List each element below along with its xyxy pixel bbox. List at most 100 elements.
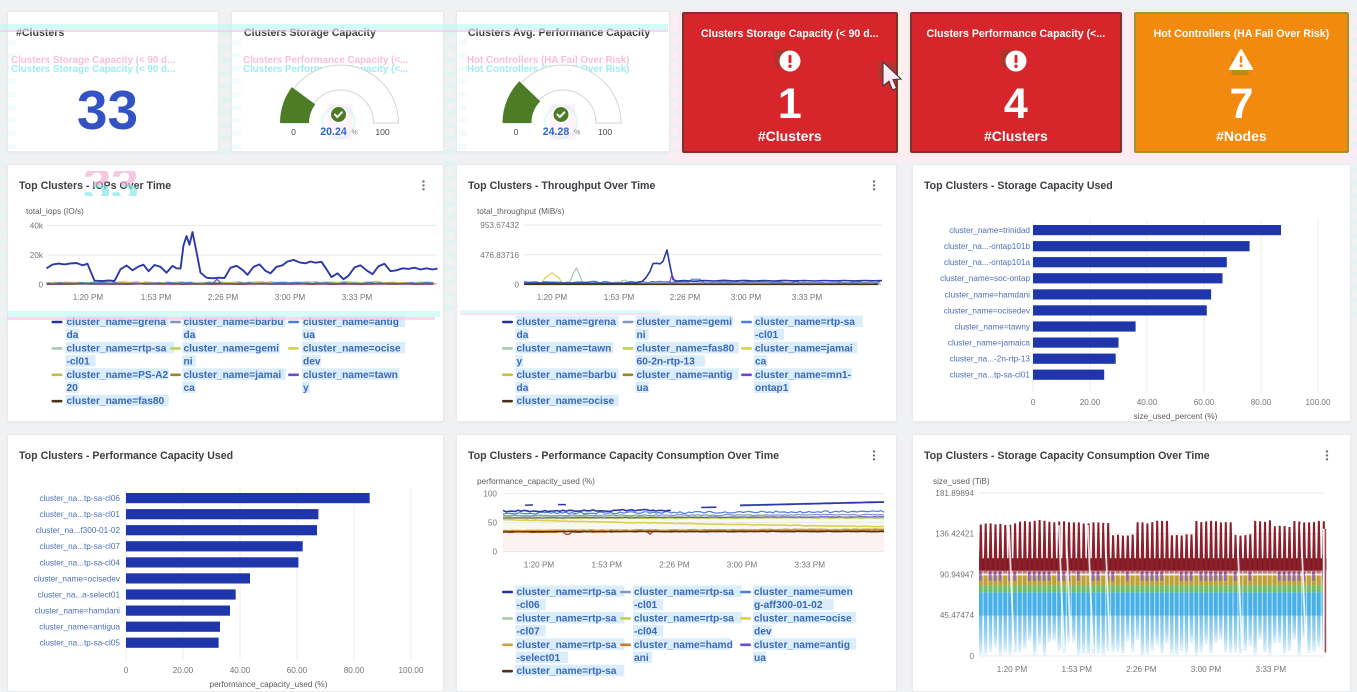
svg-text:20.00: 20.00 bbox=[1080, 398, 1101, 407]
svg-text:cluster_na...f300-01-02: cluster_na...f300-01-02 bbox=[36, 526, 121, 535]
svg-text:cluster_name=gemi: cluster_name=gemi bbox=[184, 343, 280, 354]
svg-text:80.00: 80.00 bbox=[344, 666, 365, 675]
svg-text:1:53 PM: 1:53 PM bbox=[1061, 665, 1092, 674]
svg-text:ni: ni bbox=[637, 330, 646, 341]
svg-text:cluster_name=rtp-sa: cluster_name=rtp-sa bbox=[517, 613, 617, 624]
svg-text:cluster_name=rtp-sa: cluster_name=rtp-sa bbox=[755, 317, 855, 328]
svg-text:ani: ani bbox=[634, 653, 649, 664]
svg-text:da: da bbox=[184, 330, 196, 341]
svg-text:ca: ca bbox=[184, 383, 196, 394]
svg-text:cluster_name=rtp-sa: cluster_name=rtp-sa bbox=[517, 666, 617, 677]
svg-text:100.00: 100.00 bbox=[1305, 398, 1330, 407]
svg-text:40.00: 40.00 bbox=[230, 666, 251, 675]
svg-text:3:00 PM: 3:00 PM bbox=[275, 293, 306, 302]
svg-text:cluster_na...tp-sa-cl04: cluster_na...tp-sa-cl04 bbox=[39, 558, 120, 567]
svg-text:cluster_name=jamaica: cluster_name=jamaica bbox=[948, 339, 1031, 348]
svg-text:ua: ua bbox=[754, 653, 766, 664]
svg-text:cluster_name=trinidad: cluster_name=trinidad bbox=[949, 226, 1030, 235]
svg-text:100: 100 bbox=[375, 127, 390, 137]
svg-text:cluster_name=ocise: cluster_name=ocise bbox=[754, 613, 852, 624]
svg-text:y: y bbox=[517, 357, 523, 368]
svg-text:cluster_name=antigua: cluster_name=antigua bbox=[39, 623, 120, 632]
svg-text:3:00 PM: 3:00 PM bbox=[727, 561, 758, 570]
svg-text:cluster_name=jamai: cluster_name=jamai bbox=[184, 370, 282, 381]
svg-text:20.24: 20.24 bbox=[320, 126, 347, 138]
svg-text:performance_capacity_used (%): performance_capacity_used (%) bbox=[477, 477, 595, 486]
svg-text:cluster_na...tp-sa-cl06: cluster_na...tp-sa-cl06 bbox=[39, 494, 120, 503]
svg-text:0: 0 bbox=[291, 127, 296, 137]
svg-text:cluster_name=ocise: cluster_name=ocise bbox=[303, 343, 401, 354]
svg-text:90.94947: 90.94947 bbox=[940, 571, 975, 580]
svg-text:cluster_na...tp-sa-cl01: cluster_na...tp-sa-cl01 bbox=[39, 510, 120, 519]
svg-text:-cl04: -cl04 bbox=[634, 627, 658, 638]
svg-text:cluster_name=PS-A2: cluster_name=PS-A2 bbox=[67, 370, 169, 381]
svg-text:953.67432: 953.67432 bbox=[480, 221, 519, 230]
svg-text:cluster_name=rtp-sa: cluster_name=rtp-sa bbox=[634, 613, 734, 624]
svg-text:cluster_name=rtp-sa: cluster_name=rtp-sa bbox=[67, 343, 167, 354]
svg-text:0: 0 bbox=[492, 548, 497, 557]
svg-text:136.42421: 136.42421 bbox=[935, 530, 974, 539]
svg-text:ca: ca bbox=[755, 357, 767, 368]
svg-text:60.00: 60.00 bbox=[1194, 398, 1215, 407]
svg-text:50: 50 bbox=[488, 519, 498, 528]
svg-text:3:33 PM: 3:33 PM bbox=[795, 561, 826, 570]
svg-text:2:26 PM: 2:26 PM bbox=[1126, 665, 1157, 674]
svg-text:ontap1: ontap1 bbox=[755, 383, 789, 394]
svg-text:60.00: 60.00 bbox=[287, 666, 308, 675]
svg-text:0: 0 bbox=[969, 652, 974, 661]
svg-text:100: 100 bbox=[598, 127, 613, 137]
svg-text:cluster_name=antig: cluster_name=antig bbox=[754, 640, 850, 651]
svg-text:3:33 PM: 3:33 PM bbox=[1256, 665, 1287, 674]
svg-text:size_used (TiB): size_used (TiB) bbox=[933, 477, 990, 486]
svg-text:2:26 PM: 2:26 PM bbox=[670, 293, 701, 302]
svg-text:da: da bbox=[517, 383, 529, 394]
svg-text:%: % bbox=[352, 130, 358, 137]
svg-text:cluster_na...a-select01: cluster_na...a-select01 bbox=[38, 590, 121, 599]
svg-text:cluster_name=gemi: cluster_name=gemi bbox=[637, 317, 733, 328]
svg-text:100: 100 bbox=[483, 490, 497, 499]
svg-text:%: % bbox=[574, 130, 580, 137]
svg-text:cluster_name=ocisedev: cluster_name=ocisedev bbox=[34, 574, 121, 583]
svg-text:1:53 PM: 1:53 PM bbox=[604, 293, 635, 302]
svg-text:-select01: -select01 bbox=[517, 653, 561, 664]
svg-text:3:33 PM: 3:33 PM bbox=[342, 293, 373, 302]
svg-text:cluster_na...tp-sa-cl01: cluster_na...tp-sa-cl01 bbox=[949, 371, 1030, 380]
svg-text:cluster_name=soc-ontap: cluster_name=soc-ontap bbox=[940, 274, 1030, 283]
svg-text:cluster_na...-ontap101b: cluster_na...-ontap101b bbox=[944, 242, 1030, 251]
svg-text:cluster_name=rtp-sa: cluster_name=rtp-sa bbox=[634, 587, 734, 598]
svg-text:-cl06: -cl06 bbox=[517, 600, 541, 611]
svg-text:1:20 PM: 1:20 PM bbox=[73, 293, 104, 302]
svg-text:cluster_name=tawny: cluster_name=tawny bbox=[955, 322, 1031, 331]
svg-text:cluster_name=jamai: cluster_name=jamai bbox=[755, 343, 853, 354]
svg-text:dev: dev bbox=[754, 627, 772, 638]
svg-text:cluster_na...-2n-rtp-13: cluster_na...-2n-rtp-13 bbox=[949, 355, 1030, 364]
svg-text:ni: ni bbox=[184, 357, 193, 368]
svg-text:80.00: 80.00 bbox=[1251, 398, 1272, 407]
svg-text:0: 0 bbox=[514, 281, 519, 290]
svg-text:100.00: 100.00 bbox=[398, 666, 423, 675]
svg-text:cluster_name=hamdani: cluster_name=hamdani bbox=[35, 607, 121, 616]
svg-text:cluster_name=tawn: cluster_name=tawn bbox=[517, 343, 612, 354]
svg-text:cluster_name=rtp-sa: cluster_name=rtp-sa bbox=[517, 640, 617, 651]
svg-text:da: da bbox=[67, 330, 79, 341]
svg-text:cluster_name=hamd: cluster_name=hamd bbox=[634, 640, 733, 651]
svg-text:cluster_name=antig: cluster_name=antig bbox=[303, 317, 399, 328]
svg-text:0: 0 bbox=[1031, 398, 1036, 407]
svg-text:3:00 PM: 3:00 PM bbox=[1191, 665, 1222, 674]
svg-text:40k: 40k bbox=[30, 222, 44, 231]
svg-text:-cl01: -cl01 bbox=[67, 357, 91, 368]
svg-text:-cl01: -cl01 bbox=[634, 600, 658, 611]
svg-text:y: y bbox=[303, 383, 309, 394]
svg-text:size_used_percent (%): size_used_percent (%) bbox=[1134, 412, 1218, 421]
svg-text:dev: dev bbox=[303, 357, 321, 368]
svg-text:20.00: 20.00 bbox=[173, 666, 194, 675]
svg-text:cluster_na...tp-sa-cl07: cluster_na...tp-sa-cl07 bbox=[39, 542, 120, 551]
svg-text:cluster_name=rtp-sa: cluster_name=rtp-sa bbox=[517, 587, 617, 598]
svg-text:0: 0 bbox=[124, 666, 129, 675]
svg-text:60-2n-rtp-13: 60-2n-rtp-13 bbox=[637, 357, 696, 368]
svg-text:cluster_name=barbu: cluster_name=barbu bbox=[517, 370, 617, 381]
svg-text:cluster_name=ocisedev: cluster_name=ocisedev bbox=[944, 306, 1031, 315]
svg-text:476.83716: 476.83716 bbox=[480, 251, 519, 260]
svg-text:Top Clusters - Performance Cap: Top Clusters - Performance Capacity Cons… bbox=[468, 450, 779, 462]
svg-text:ua: ua bbox=[303, 330, 315, 341]
